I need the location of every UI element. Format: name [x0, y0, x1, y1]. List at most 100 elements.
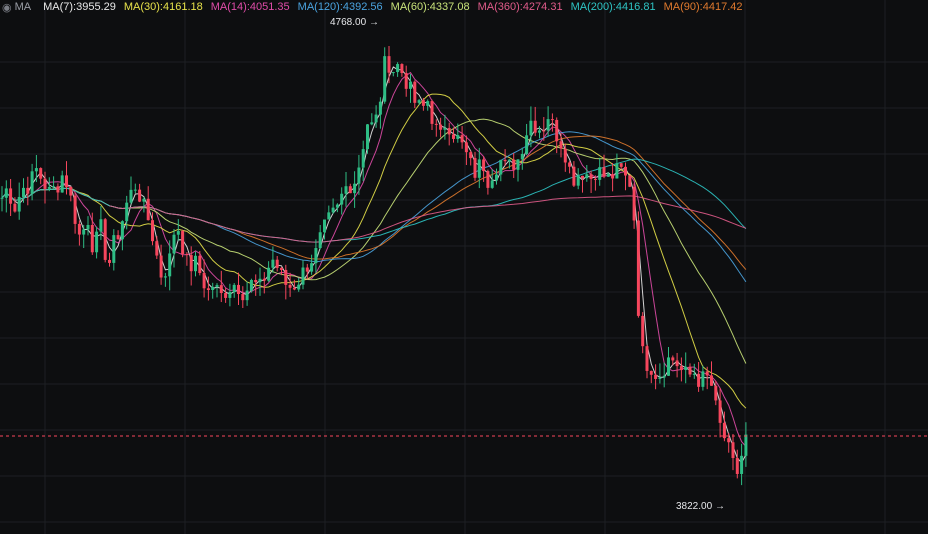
candle-body — [482, 159, 486, 172]
candle — [206, 276, 210, 301]
candle — [705, 366, 709, 390]
candle — [679, 357, 683, 382]
candle — [546, 106, 550, 137]
candle — [559, 132, 563, 158]
candle-body — [151, 220, 154, 242]
legend-item-label: MA(90): — [663, 1, 703, 13]
candle — [318, 224, 322, 250]
candle — [447, 122, 451, 146]
candle — [740, 443, 744, 486]
candle — [692, 363, 696, 379]
candle-body — [533, 120, 537, 133]
candle-body — [254, 279, 258, 283]
candle — [645, 344, 649, 379]
candle — [701, 365, 705, 391]
candle — [370, 113, 374, 126]
candle-body — [452, 134, 455, 139]
ma-line — [109, 195, 747, 243]
candle — [331, 198, 335, 214]
candle — [159, 244, 163, 285]
candle-body — [632, 186, 636, 221]
candle — [649, 370, 653, 384]
candle-body — [740, 455, 744, 474]
candle-body — [529, 120, 533, 136]
candle-body — [275, 259, 279, 268]
candle — [176, 219, 180, 241]
candle-body — [378, 101, 382, 115]
candle-body — [0, 197, 4, 199]
candle-body — [181, 231, 185, 255]
candle-body — [667, 357, 670, 376]
candle-body — [267, 267, 271, 281]
candle — [344, 171, 348, 207]
candle — [280, 267, 283, 276]
candle — [641, 312, 645, 354]
candle — [288, 272, 292, 297]
candle-body — [538, 130, 541, 133]
candle — [13, 197, 17, 213]
candle-body — [241, 294, 245, 301]
candle — [0, 186, 4, 212]
candle — [142, 196, 146, 213]
legend-item: MA(30):4161.18 — [124, 1, 203, 13]
candle-body — [125, 202, 129, 222]
candle-body — [52, 186, 56, 188]
candle-body — [146, 198, 150, 221]
candle-body — [499, 159, 503, 175]
candle — [30, 163, 34, 201]
candle-body — [215, 285, 219, 287]
candle-body — [722, 422, 726, 439]
candle — [525, 123, 529, 156]
candle — [163, 272, 167, 287]
candle — [598, 157, 602, 186]
eye-icon[interactable]: ◉ — [2, 1, 12, 14]
candle-body — [421, 100, 425, 106]
legend-item-label: MA(60): — [390, 1, 430, 13]
candle — [305, 263, 309, 280]
candle — [52, 176, 56, 190]
candle-body — [417, 100, 421, 103]
candle — [391, 71, 395, 77]
candle — [555, 117, 559, 154]
candle-body — [340, 193, 344, 205]
candle — [452, 127, 455, 143]
candle-body — [542, 130, 546, 132]
candle — [421, 97, 425, 111]
candle-body — [60, 175, 64, 193]
candle-body — [503, 159, 507, 162]
candle-body — [581, 175, 584, 179]
ma-line — [1, 71, 747, 447]
legend-prefix: MA — [14, 1, 32, 13]
candle-body — [654, 374, 658, 379]
legend-item-value: 4417.42 — [702, 1, 743, 13]
candle — [56, 183, 60, 201]
candle — [654, 364, 658, 390]
candle — [744, 422, 748, 467]
candle — [43, 171, 47, 204]
candle-body — [163, 276, 167, 278]
candle — [731, 433, 735, 471]
legend-item-label: MA(200): — [570, 1, 616, 13]
candle — [434, 119, 438, 137]
candle-body — [297, 284, 301, 290]
candle-body — [120, 221, 124, 240]
candle-body — [447, 128, 451, 135]
candle — [4, 180, 8, 213]
candle-body — [189, 255, 193, 272]
candle — [714, 381, 718, 406]
candle-body — [258, 278, 262, 283]
candle — [615, 153, 619, 179]
candle-body — [318, 232, 322, 249]
candle — [138, 183, 142, 203]
candle-body — [495, 174, 498, 181]
candle — [215, 283, 219, 298]
candle — [563, 143, 567, 172]
candle-body — [525, 135, 529, 154]
candle — [17, 182, 21, 220]
candle — [168, 240, 172, 291]
candle-body — [710, 375, 713, 386]
candle — [198, 251, 202, 276]
candle — [675, 352, 679, 378]
